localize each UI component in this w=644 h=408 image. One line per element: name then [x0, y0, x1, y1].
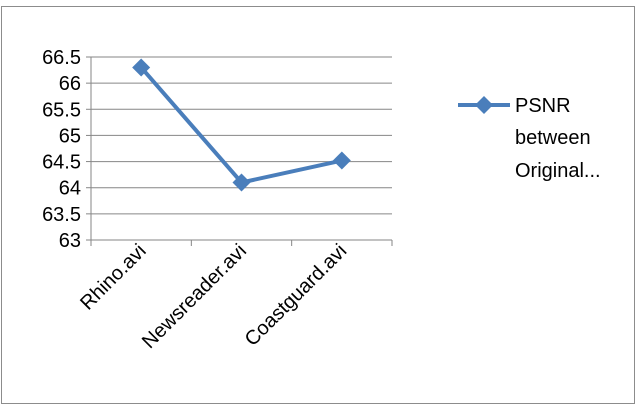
y-tick-label: 65.5 — [42, 99, 81, 121]
y-tick-label: 64.5 — [42, 152, 81, 174]
data-point-marker — [232, 173, 251, 192]
y-tick-label: 66.5 — [42, 47, 81, 69]
legend-label-line-3: Original... — [515, 160, 601, 182]
x-tick-label: Rhino.avi — [76, 240, 151, 315]
axes — [86, 56, 393, 246]
data-point-marker — [332, 151, 351, 170]
chart-frame — [1, 6, 635, 404]
y-tick-label: 63.5 — [42, 204, 81, 226]
legend-label-line-2: between — [515, 127, 591, 149]
series-line — [139, 65, 344, 185]
series — [132, 58, 351, 192]
legend-label-line-1: PSNR — [515, 95, 571, 117]
y-tick-label: 65 — [59, 125, 81, 147]
y-tick-label: 64 — [59, 178, 81, 200]
legend-diamond-marker — [475, 96, 493, 114]
x-tick-label: Newsreader.avi — [138, 240, 251, 353]
y-tick-label: 63 — [59, 230, 81, 252]
data-point-marker — [132, 58, 151, 77]
x-tick-label: Coastguard.avi — [241, 240, 352, 351]
y-axis-tick-labels: 66.5 66 65.5 65 64.5 64 63.5 63 — [42, 47, 81, 252]
legend: PSNR between Original... — [458, 95, 601, 182]
y-tick-label: 66 — [59, 73, 81, 95]
